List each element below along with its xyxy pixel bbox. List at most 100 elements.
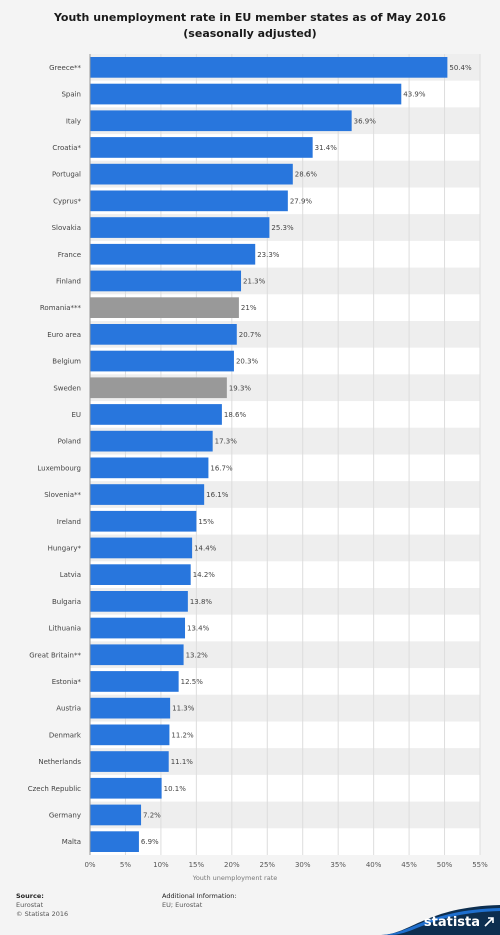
category-label: Belgium	[52, 358, 81, 366]
bar	[90, 430, 213, 452]
value-label: 50.4%	[449, 64, 472, 72]
bar	[90, 831, 139, 852]
category-label: Estonia*	[52, 678, 82, 686]
x-tick-label: 45%	[401, 861, 417, 869]
footer: Source: Eurostat © Statista 2016 Additio…	[0, 888, 500, 935]
value-label: 12.5%	[181, 678, 204, 686]
category-label: Poland	[58, 438, 81, 446]
category-label: Italy	[66, 117, 81, 125]
value-label: 20.7%	[239, 331, 262, 339]
statista-logo[interactable]: statista	[423, 915, 480, 930]
x-tick-label: 15%	[189, 861, 205, 869]
value-label: 25.3%	[271, 224, 294, 232]
bar	[90, 671, 179, 692]
value-label: 43.9%	[403, 91, 426, 99]
value-label: 17.3%	[215, 438, 238, 446]
category-label: Ireland	[57, 518, 81, 526]
value-label: 11.3%	[172, 705, 195, 713]
category-label: Czech Republic	[28, 785, 81, 793]
category-label: Croatia*	[52, 144, 81, 152]
bar	[90, 404, 222, 425]
value-label: 16.1%	[206, 491, 229, 499]
statista-logo-icon	[484, 917, 494, 927]
value-label: 14.4%	[194, 544, 217, 552]
value-label: 23.3%	[257, 251, 280, 259]
x-tick-label: 40%	[366, 861, 382, 869]
value-label: 13.4%	[187, 625, 210, 633]
value-label: 31.4%	[315, 144, 338, 152]
value-label: 15%	[198, 518, 214, 526]
category-label: Finland	[56, 277, 81, 285]
value-label: 19.3%	[229, 384, 252, 392]
bar	[90, 270, 242, 292]
bar	[90, 243, 256, 265]
value-label: 10.1%	[164, 785, 187, 793]
bar	[90, 57, 448, 78]
category-label: Euro area	[47, 331, 81, 339]
category-label: Austria	[56, 705, 81, 713]
x-tick-label: 50%	[437, 861, 453, 869]
value-label: 20.3%	[236, 358, 259, 366]
category-label: Slovenia**	[44, 491, 81, 499]
bar	[90, 617, 186, 639]
bar-chart: 0% 5% 10% 15% 20% 25% 30% 35% 40% 45% 50% 55% Youth …	[28, 54, 488, 882]
brand-band	[380, 905, 500, 935]
value-label: 16.7%	[210, 464, 233, 472]
bar	[90, 724, 170, 746]
bar	[90, 297, 239, 318]
bar	[90, 804, 142, 826]
value-label: 11.1%	[171, 758, 194, 766]
bar	[90, 564, 191, 585]
category-label: France	[58, 251, 81, 259]
bar	[90, 83, 402, 105]
category-label: Great Britain**	[29, 651, 81, 659]
value-label: 36.9%	[354, 117, 377, 125]
bar	[90, 377, 227, 399]
chart-area: 0% 5% 10% 15% 20% 25% 30% 35% 40% 45% 50% 55% Youth …	[28, 54, 488, 882]
x-tick-label: 25%	[259, 861, 275, 869]
category-label: Germany	[49, 811, 81, 819]
bar	[90, 163, 293, 185]
bar	[90, 350, 234, 372]
category-label: Portugal	[52, 171, 81, 179]
source-block: Source: Eurostat © Statista 2016	[16, 892, 68, 919]
x-tick-label: 10%	[153, 861, 169, 869]
bar	[90, 644, 184, 666]
bar	[90, 110, 352, 132]
value-label: 14.2%	[193, 571, 216, 579]
value-label: 7.2%	[143, 811, 161, 819]
bar	[90, 217, 270, 238]
category-label: Bulgaria	[52, 598, 81, 606]
bar	[90, 484, 205, 505]
x-tick-label: 0%	[84, 861, 95, 869]
x-tick-label: 55%	[472, 861, 488, 869]
category-label: Romania***	[40, 304, 82, 312]
value-label: 21.3%	[243, 277, 266, 285]
bar	[90, 190, 288, 212]
copyright-line: © Statista 2016	[16, 910, 69, 918]
bar	[90, 591, 188, 612]
category-label: Sweden	[53, 384, 81, 392]
category-label: Denmark	[49, 731, 82, 739]
bar	[90, 777, 162, 799]
x-tick-label: 35%	[330, 861, 346, 869]
category-label: Netherlands	[38, 758, 81, 766]
x-tick-label: 5%	[120, 861, 131, 869]
bar	[90, 751, 169, 772]
category-label: Cyprus*	[53, 197, 81, 205]
category-label: Slovakia	[52, 224, 81, 232]
row-stripe	[90, 828, 480, 855]
row-stripe	[90, 801, 480, 829]
additional-info-text: EU; Eurostat	[162, 901, 203, 909]
additional-info-title: Additional Information:	[162, 892, 237, 900]
bar	[90, 324, 237, 345]
value-label: 18.6%	[224, 411, 247, 419]
bar	[90, 137, 313, 158]
additional-info-block: Additional Information: EU; Eurostat	[162, 892, 237, 910]
x-tick-label: 20%	[224, 861, 240, 869]
x-axis-title: Youth unemployment rate	[192, 874, 278, 882]
category-label: EU	[71, 411, 81, 419]
bar	[90, 510, 197, 532]
value-label: 11.2%	[171, 731, 194, 739]
value-label: 27.9%	[290, 197, 313, 205]
